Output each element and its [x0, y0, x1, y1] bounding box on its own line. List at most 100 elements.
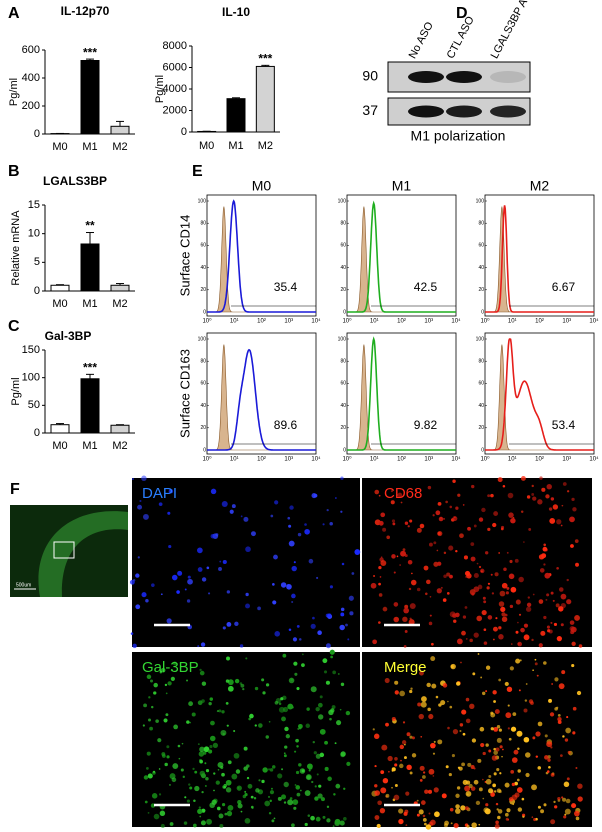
signal-dot	[401, 740, 407, 745]
signal-dot	[422, 771, 426, 774]
signal-dot	[419, 670, 424, 676]
signal-dot	[520, 476, 526, 481]
signal-dot	[236, 785, 242, 791]
signal-dot	[145, 767, 149, 770]
signal-dot	[334, 818, 341, 825]
signal-dot	[326, 509, 329, 512]
signal-dot	[516, 787, 523, 793]
signal-dot	[456, 786, 461, 790]
signal-dot	[459, 723, 464, 727]
signal-dot	[453, 823, 459, 829]
signal-dot	[523, 736, 530, 743]
signal-dot	[222, 559, 227, 565]
signal-dot	[295, 785, 301, 790]
signal-dot	[464, 570, 471, 576]
signal-dot	[278, 702, 282, 706]
signal-dot	[466, 793, 469, 796]
signal-dot	[465, 697, 470, 702]
signal-dot	[244, 817, 251, 824]
signal-dot	[296, 686, 300, 691]
signal-dot	[456, 681, 461, 686]
signal-dot	[572, 706, 577, 711]
signal-dot	[146, 674, 152, 680]
signal-dot	[462, 732, 466, 736]
y-tick-label: 0	[34, 427, 40, 439]
chart-title: IL-12p70	[61, 4, 110, 18]
signal-dot	[288, 628, 292, 632]
signal-dot	[452, 613, 457, 618]
micrograph	[132, 478, 360, 647]
column-header: M2	[530, 178, 550, 194]
signal-dot	[340, 751, 346, 757]
signal-dot	[394, 680, 399, 685]
signal-dot	[399, 690, 405, 697]
y-tick-label: 50	[28, 399, 40, 411]
signal-dot	[168, 488, 174, 494]
signal-dot	[544, 734, 548, 738]
signal-dot	[546, 770, 550, 773]
signal-dot	[473, 586, 480, 593]
signal-dot	[289, 505, 294, 510]
signal-dot	[488, 749, 492, 753]
signal-dot	[306, 707, 310, 711]
signal-dot	[570, 630, 575, 635]
signal-dot	[380, 512, 386, 518]
row-label: Surface CD163	[177, 349, 192, 438]
signal-dot	[314, 796, 319, 801]
signal-dot	[504, 613, 508, 617]
signal-dot	[532, 736, 536, 740]
signal-dot	[382, 777, 389, 784]
signal-dot	[455, 506, 459, 510]
signal-dot	[329, 717, 332, 721]
signal-dot	[180, 768, 184, 772]
signal-dot	[267, 768, 271, 771]
gate-percent: 9.82	[414, 418, 438, 432]
signal-dot	[515, 630, 519, 634]
signal-dot	[374, 815, 380, 820]
signal-dot	[148, 718, 151, 722]
y-tick-label: 100	[338, 198, 347, 204]
panel-letter: D	[456, 5, 468, 22]
signal-dot	[543, 803, 547, 807]
signal-dot	[467, 526, 471, 531]
bar	[80, 60, 100, 135]
x-tick-label: M0	[52, 298, 67, 310]
signal-dot	[510, 586, 517, 593]
signal-dot	[326, 818, 331, 823]
x-tick-label: 10²	[397, 457, 406, 463]
signal-dot	[409, 689, 413, 694]
signal-dot	[517, 807, 523, 812]
bar	[255, 65, 275, 133]
signal-dot	[452, 479, 456, 483]
signal-dot	[432, 514, 435, 517]
signal-dot	[317, 630, 322, 636]
signal-dot	[234, 621, 239, 627]
signal-dot	[482, 596, 486, 600]
signal-dot	[324, 740, 328, 745]
signal-dot	[502, 485, 506, 488]
signal-dot	[487, 582, 491, 585]
signal-dot	[242, 794, 247, 799]
signal-dot	[525, 752, 531, 758]
signal-dot	[455, 793, 460, 798]
gate-percent: 53.4	[552, 418, 576, 432]
signal-dot	[574, 810, 580, 817]
signal-dot	[297, 532, 302, 537]
y-tick-label: 100	[198, 336, 207, 342]
signal-dot	[574, 539, 579, 544]
signal-dot	[430, 742, 436, 749]
signal-dot	[197, 808, 203, 815]
signal-dot	[465, 638, 468, 640]
signal-dot	[216, 806, 221, 811]
signal-dot	[227, 679, 234, 686]
signal-dot	[242, 687, 245, 691]
signal-dot	[149, 726, 153, 731]
signal-dot	[466, 824, 470, 828]
signal-dot	[225, 701, 229, 705]
signal-dot	[293, 806, 297, 810]
y-tick-label: 150	[22, 344, 40, 356]
signal-dot	[577, 796, 583, 802]
signal-dot	[436, 588, 442, 594]
signal-dot	[482, 691, 486, 696]
signal-dot	[499, 590, 506, 597]
